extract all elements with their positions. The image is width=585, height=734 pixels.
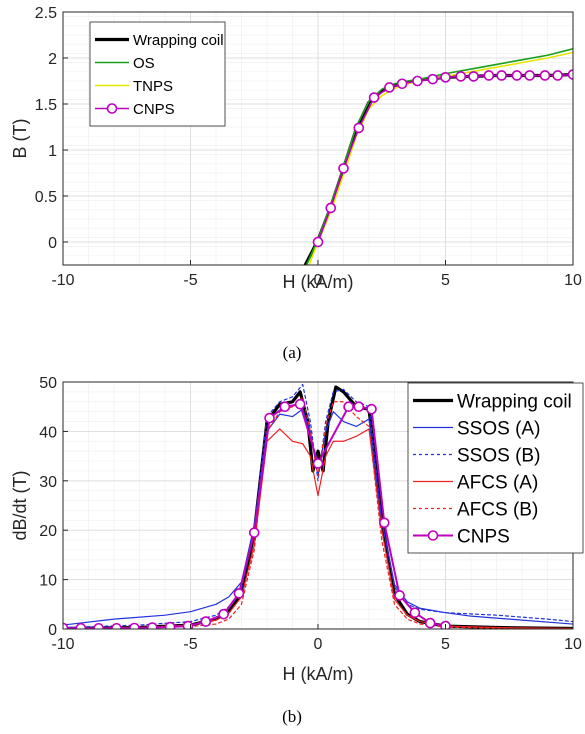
data-point [294,398,306,410]
data-point [427,73,439,85]
data-point [111,622,122,629]
legend-label: AFCS (A) [457,472,538,493]
data-point [343,401,354,413]
legend-label: Wrapping coil [133,32,224,49]
legend-label: CNPS [457,526,510,547]
series-line-afcs-b- [63,396,573,629]
x-tick-label: 5 [441,636,450,653]
x-axis-label: H (kA/m) [283,272,354,292]
data-point [412,75,423,87]
legend-label: Wrapping coil [457,391,572,412]
data-point [511,70,523,81]
y-tick-label: 1 [48,143,57,160]
data-point [424,617,436,629]
y-tick-label: 40 [39,424,57,441]
data-point [567,69,573,80]
legend: Wrapping coil SSOS (A) SSOS (B) AFCS (A) AFC… [407,382,584,554]
x-tick-label: 10 [564,272,582,289]
data-point [496,70,507,81]
data-point [325,202,337,214]
x-tick-label: 0 [314,272,323,289]
data-point [264,412,275,424]
data-point [218,608,229,620]
legend-marker [106,103,118,114]
y-tick-label: 0.5 [35,189,57,206]
data-point [164,621,176,629]
x-tick-label: 5 [441,272,450,289]
data-point [353,401,365,413]
legend-label: OS [133,55,155,72]
data-point [200,616,212,627]
data-point [129,622,140,629]
data-point [409,607,421,618]
data-point [440,72,451,83]
data-point [93,622,104,629]
data-point [312,236,324,248]
y-tick-label: 30 [39,474,57,491]
data-point [455,71,467,82]
figure-caption: (a) [283,343,302,362]
data-point [75,622,87,629]
data-point [366,403,377,415]
y-tick-label: 0 [48,622,57,639]
x-tick-label: 10 [564,636,582,653]
y-axis-label: B (T) [10,119,30,159]
data-point [353,122,365,134]
data-point [394,590,405,601]
y-tick-label: 50 [39,375,57,392]
y-tick-label: 10 [39,573,57,590]
series-group [303,48,573,265]
legend-label: TNPS [133,78,173,95]
legend-label: SSOS (B) [457,445,540,466]
data-point [483,70,495,81]
x-tick-label: 0 [314,636,323,653]
x-axis-label: H (kA/m) [283,664,354,684]
y-tick-label: 1.5 [35,97,57,114]
series-group [63,383,573,629]
data-point [233,588,245,599]
data-point [468,71,479,82]
y-tick-label: 0 [48,235,57,252]
legend-marker [427,530,439,541]
x-tick-label: -5 [183,272,197,289]
data-point [279,401,291,413]
data-point [378,517,390,529]
legend-label: SSOS (A) [457,418,540,439]
legend-label: CNPS [133,101,175,118]
chart-panel-b: -10 -5 0 5 10 0 10 20 30 40 50 H (kA/m) dB/dt (T) (b)… [10,375,584,726]
data-point [396,78,408,90]
data-point [368,92,380,103]
series-line-wrapping-coil [63,385,573,629]
legend: Wrapping coil OS TNPS CNPS [89,21,226,127]
data-point [524,70,535,81]
data-point [312,458,324,469]
data-point [63,622,69,629]
legend-box [407,382,584,554]
y-tick-label: 20 [39,523,57,540]
data-point [539,70,551,81]
figure-caption: (b) [282,707,302,726]
x-tick-label: -10 [51,272,74,289]
data-point [146,622,158,629]
y-axis-label: dB/dt (T) [10,470,30,540]
data-point [552,70,564,81]
data-point [248,527,260,538]
data-point [338,163,349,174]
chart-panel-a: -10 -5 0 5 10 0 0.5 1 1.5 2 2.5 H (kA/m) B (T) (a) Wra… [10,5,582,362]
legend-label: AFCS (B) [457,499,538,520]
data-point [384,82,395,93]
y-tick-label: 2 [48,51,57,68]
x-tick-label: -5 [183,636,197,653]
y-tick-label: 2.5 [35,5,57,22]
x-tick-label: -10 [51,636,74,653]
